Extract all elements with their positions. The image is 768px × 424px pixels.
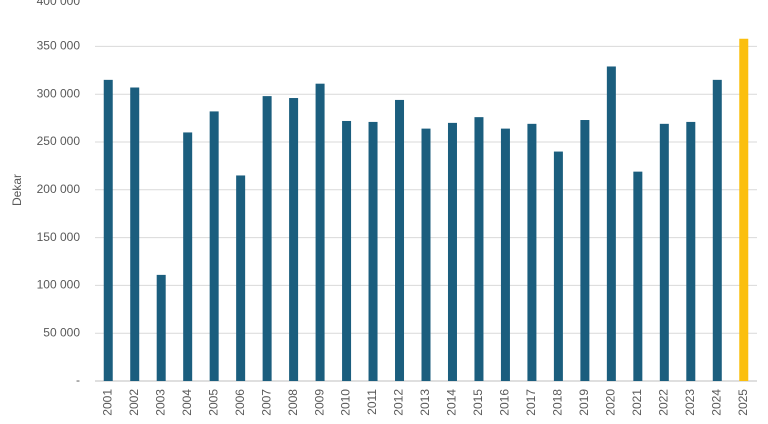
- bar: [342, 120, 352, 381]
- x-tick-label: 2003: [153, 389, 167, 416]
- x-tick-label: 2004: [180, 389, 194, 416]
- bar: [500, 128, 510, 381]
- x-tick-label: 2011: [365, 389, 379, 415]
- x-tick-label: 2017: [524, 389, 538, 416]
- bar: [421, 128, 431, 381]
- bar: [580, 120, 590, 382]
- x-tick-label: 2010: [339, 389, 353, 416]
- bar: [236, 175, 246, 381]
- x-tick-label: 2008: [286, 389, 300, 416]
- x-tick-label: 2023: [683, 389, 697, 416]
- x-tick-label: 2020: [604, 389, 618, 416]
- bar: [447, 122, 457, 381]
- y-tick-label: 350 000: [37, 39, 81, 53]
- y-tick-label: 50 000: [43, 325, 80, 339]
- x-tick-label: 2018: [551, 389, 565, 416]
- y-axis-label: Dekar: [10, 174, 24, 206]
- bar: [289, 98, 299, 382]
- bar: [633, 171, 643, 381]
- y-tick-label: 300 000: [37, 86, 81, 100]
- x-tick-label: 2025: [736, 389, 750, 416]
- y-tick-label: 400 000: [37, 0, 81, 8]
- bar: [262, 96, 272, 381]
- y-tick-label: 100 000: [37, 278, 81, 292]
- bar: [686, 121, 696, 381]
- bar: [712, 79, 722, 382]
- bar: [553, 151, 563, 381]
- bar: [606, 66, 616, 381]
- x-tick-label: 2022: [656, 389, 670, 416]
- x-tick-label: 2016: [498, 389, 512, 416]
- y-tick-label: -: [76, 373, 80, 387]
- x-tick-label: 2006: [233, 389, 247, 416]
- x-tick-label: 2019: [577, 389, 591, 416]
- bar: [527, 123, 537, 381]
- x-tick-label: 2024: [709, 389, 723, 416]
- y-tick-label: 150 000: [37, 230, 81, 244]
- x-tick-label: 2021: [630, 389, 644, 416]
- x-tick-label: 2009: [312, 389, 326, 416]
- bar: [474, 117, 484, 382]
- x-tick-label: 2002: [127, 389, 141, 416]
- bar: [130, 87, 140, 382]
- bar: [183, 132, 193, 381]
- bar: [659, 123, 669, 381]
- x-tick-label: 2012: [392, 389, 406, 416]
- bar: [209, 111, 219, 382]
- bar: [739, 38, 749, 381]
- x-tick-label: 2001: [100, 389, 114, 416]
- x-tick-label: 2015: [471, 389, 485, 416]
- bar: [368, 121, 378, 381]
- y-tick-label: 250 000: [37, 134, 81, 148]
- bar: [156, 274, 166, 381]
- x-tick-label: 2013: [418, 389, 432, 416]
- x-tick-label: 2005: [206, 389, 220, 416]
- bar: [395, 99, 405, 381]
- x-tick-label: 2014: [445, 389, 459, 416]
- x-tick-label: 2007: [259, 389, 273, 416]
- bar: [103, 79, 113, 382]
- bar: [315, 83, 325, 382]
- y-tick-label: 200 000: [37, 182, 81, 196]
